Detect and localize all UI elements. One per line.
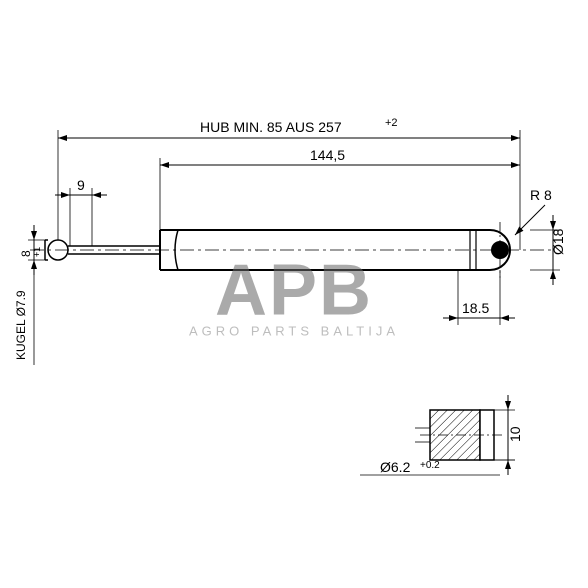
- dim-eye-offset: 18.5: [443, 270, 515, 325]
- technical-drawing-svg: HUB MIN. 85 AUS 257 +2 144,5 9 R 8 18.5: [0, 0, 588, 588]
- dim-hub-label: HUB MIN. 85 AUS 257: [200, 119, 342, 135]
- dim-body-dia-label: Ø18: [550, 228, 566, 255]
- dim-length: 144,5: [160, 147, 520, 230]
- dim-ball-dia-label: 8: [19, 250, 33, 257]
- drawing-canvas: HUB MIN. 85 AUS 257 +2 144,5 9 R 8 18.5: [0, 0, 588, 588]
- detail-section: 10 Ø6.2 +0.2: [360, 395, 523, 475]
- dim-nine: 9: [55, 177, 107, 246]
- kugel-label-group: KUGEL Ø7.9: [14, 275, 34, 365]
- detail-width-label: 10: [507, 426, 523, 442]
- kugel-label: KUGEL Ø7.9: [14, 290, 28, 360]
- dim-length-label: 144,5: [310, 147, 345, 163]
- dim-eye-offset-label: 18.5: [462, 300, 489, 316]
- detail-hole-label: Ø6.2: [380, 459, 411, 475]
- dim-radius-label: R 8: [530, 187, 552, 203]
- dim-ball-tol-label: +1: [32, 247, 42, 257]
- dim-nine-label: 9: [77, 177, 85, 193]
- dim-radius: R 8: [515, 187, 552, 235]
- detail-hole-tol: +0.2: [420, 460, 440, 471]
- dim-hub-tol: +2: [385, 117, 398, 129]
